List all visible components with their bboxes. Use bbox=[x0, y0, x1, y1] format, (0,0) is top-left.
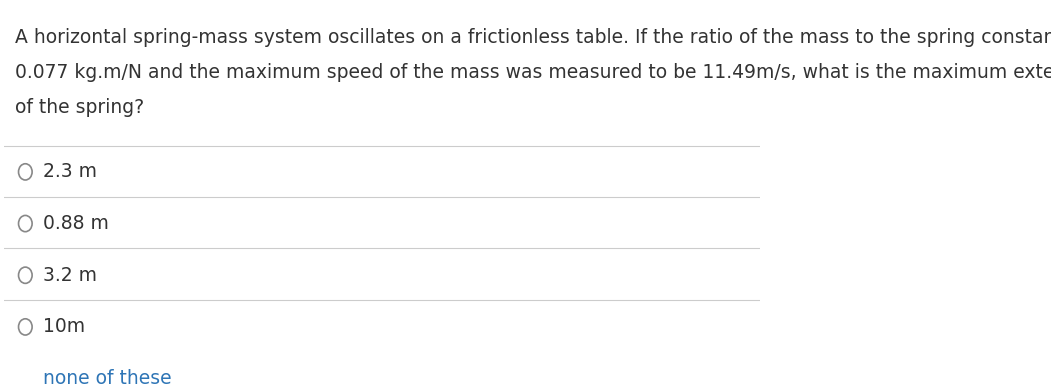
Text: 0.88 m: 0.88 m bbox=[43, 214, 109, 233]
Text: A horizontal spring-mass system oscillates on a frictionless table. If the ratio: A horizontal spring-mass system oscillat… bbox=[16, 28, 1051, 47]
Text: 10m: 10m bbox=[43, 317, 85, 336]
Text: of the spring?: of the spring? bbox=[16, 97, 145, 116]
Text: 0.077 kg.m/N and the maximum speed of the mass was measured to be 11.49m/s, what: 0.077 kg.m/N and the maximum speed of th… bbox=[16, 62, 1051, 81]
Text: none of these: none of these bbox=[43, 369, 172, 388]
Text: 2.3 m: 2.3 m bbox=[43, 162, 98, 181]
Text: 3.2 m: 3.2 m bbox=[43, 266, 98, 285]
